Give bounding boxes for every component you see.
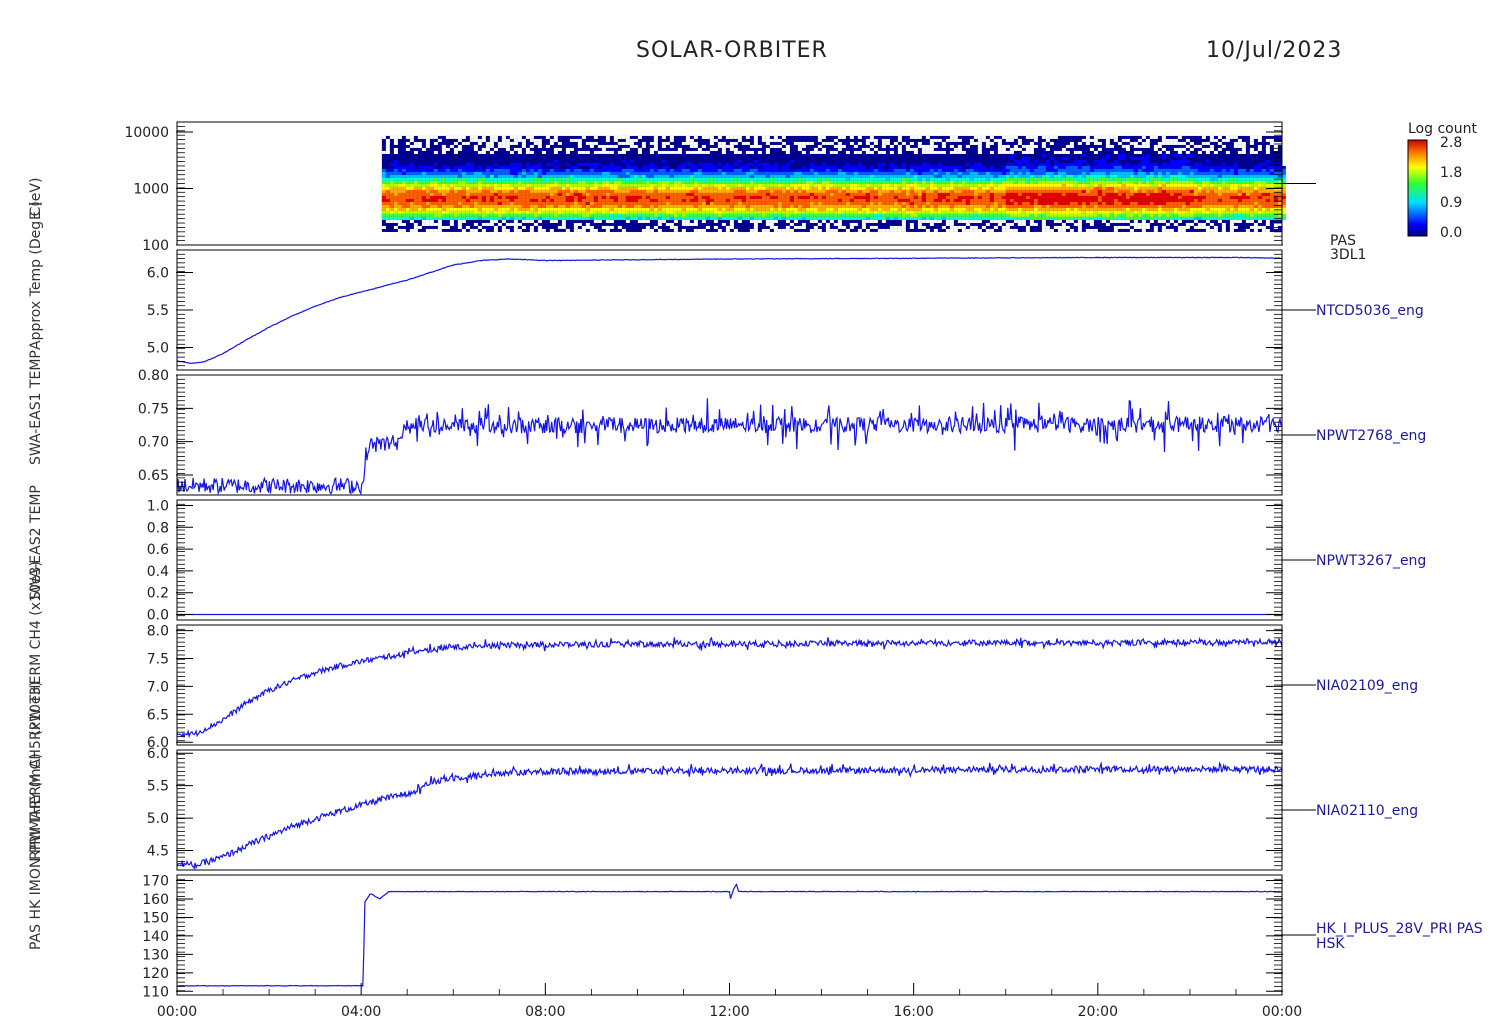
panel-frame-npwt3267 (176, 499, 1283, 621)
series-line-nia02110 (176, 761, 1283, 870)
ytick-label-hk_i_plus_28v: 120 (142, 966, 169, 982)
panel-frame-nia02109 (176, 624, 1283, 746)
xtick-label: 16:00 (893, 1004, 933, 1020)
chart-date: 10/Jul/2023 (1206, 38, 1343, 63)
series-line-hk_i_plus_28v (176, 883, 1283, 987)
series-line-ntcd5036 (177, 256, 1283, 365)
xtick-label: 08:00 (525, 1004, 565, 1020)
ytick-label-npwt3267: 0.8 (147, 520, 169, 536)
panel-right-label-npwt3267: NPWT3267_eng (1316, 553, 1426, 569)
ytick-label-npwt3267: 0.2 (147, 586, 169, 602)
series-line-npwt2768 (176, 398, 1283, 496)
ytick-label-nia02110: 6.0 (147, 746, 169, 762)
series-line-nia02109 (176, 636, 1283, 739)
xtick-label: 20:00 (1078, 1004, 1118, 1020)
ytick-label-nia02110: 4.5 (147, 844, 169, 860)
ytick-label-npwt3267: 0.4 (147, 564, 169, 580)
panel-nia02110: 6.0 5.5 5.0 4.5 NIA02110_eng (147, 746, 1418, 871)
colorbar-tick-0-9: 0.9 (1440, 195, 1462, 211)
ytick-label-npwt2768: 0.70 (138, 435, 169, 451)
colorbar-tick-0-0: 0.0 (1440, 225, 1462, 241)
colorbar-title: Log count (1408, 121, 1477, 137)
ytick-label-npwt2768: 0.65 (138, 468, 169, 484)
ytick-label-ntcd5036: 6.0 (147, 266, 169, 282)
ytick-label-nia02110: 5.0 (147, 811, 169, 827)
ytick-label-npwt3267: 1.0 (147, 498, 169, 514)
xtick-label: 04:00 (341, 1004, 381, 1020)
ytick-label-pas: 100 (142, 238, 169, 254)
panel-right-label-ntcd5036: NTCD5036_eng (1316, 303, 1424, 319)
panel-right-label-pas: 3DL1 (1330, 247, 1366, 263)
ytick-label-nia02109: 6.0 (147, 735, 169, 751)
xtick-label: 00:00 (1262, 1004, 1302, 1020)
colorbar-tick-1-8: 1.8 (1440, 165, 1462, 181)
panel-right-label-pas: PAS (1330, 233, 1356, 249)
ytick-label-nia02110: 5.5 (147, 779, 169, 795)
ytick-label-npwt3267: 0.0 (147, 608, 169, 624)
panel-right-label-npwt2768: NPWT2768_eng (1316, 428, 1426, 444)
panel-right-label-hk_i_plus_28v: HK_I_PLUS_28V_PRI PAS (1316, 921, 1483, 937)
colorbar-tick-2-8: 2.8 (1440, 135, 1462, 151)
xtick-label: 12:00 (709, 1004, 749, 1020)
panel-nia02109: 8.0 7.5 7.0 6.5 6.0 NIA02109_eng (147, 624, 1418, 752)
ytick-label-hk_i_plus_28v: 150 (142, 910, 169, 926)
colorbar: Log count 2.8 1.8 0.9 0.0 (1407, 121, 1477, 241)
spectrogram-cells (381, 135, 1286, 235)
panel-hk_i_plus_28v: 170 160 150 140 130 120 110 HK_I_PLUS_28V_PRI P… (142, 874, 1483, 1001)
ytick-label-nia02109: 7.0 (147, 679, 169, 695)
panel-right-label-nia02110: NIA02110_eng (1316, 803, 1418, 819)
panel-right-label-nia02109: NIA02109_eng (1316, 678, 1418, 694)
ytick-label-ntcd5036: 5.5 (147, 303, 169, 319)
ytick-label-npwt3267: 0.6 (147, 542, 169, 558)
ytick-label-hk_i_plus_28v: 110 (142, 984, 169, 1000)
panel-ntcd5036: 6.0 5.5 5.0 NTCD5036_eng (147, 249, 1424, 371)
panel-frame-ntcd5036 (176, 249, 1283, 371)
ytick-label-hk_i_plus_28v: 130 (142, 947, 169, 963)
ytick-label-npwt2768: 0.75 (138, 401, 169, 417)
ytick-label-nia02109: 6.5 (147, 707, 169, 723)
ytick-label-nia02109: 8.0 (147, 624, 169, 640)
colorbar-gradient (1407, 139, 1428, 237)
panel-right-label-hk_i_plus_28v: HSK (1316, 936, 1345, 952)
ytick-label-nia02109: 7.5 (147, 651, 169, 667)
ytick-label-pas: 10000 (124, 125, 169, 141)
panel-npwt2768: 0.80 0.75 0.70 0.65 NPWT2768_eng (138, 368, 1426, 496)
ytick-label-hk_i_plus_28v: 160 (142, 892, 169, 908)
ytick-label-pas: 1000 (133, 181, 169, 197)
chart-title: SOLAR-ORBITER (636, 38, 828, 63)
panel-npwt3267: 1.0 0.8 0.6 0.4 0.2 0.0 NPWT3267_eng (147, 498, 1427, 623)
ytick-label-ntcd5036: 5.0 (147, 341, 169, 357)
xtick-label: 00:00 (157, 1004, 197, 1020)
ytick-label-npwt2768: 0.80 (138, 368, 169, 384)
ytick-label-hk_i_plus_28v: 140 (142, 929, 169, 945)
ytick-label-hk_i_plus_28v: 170 (142, 874, 169, 890)
